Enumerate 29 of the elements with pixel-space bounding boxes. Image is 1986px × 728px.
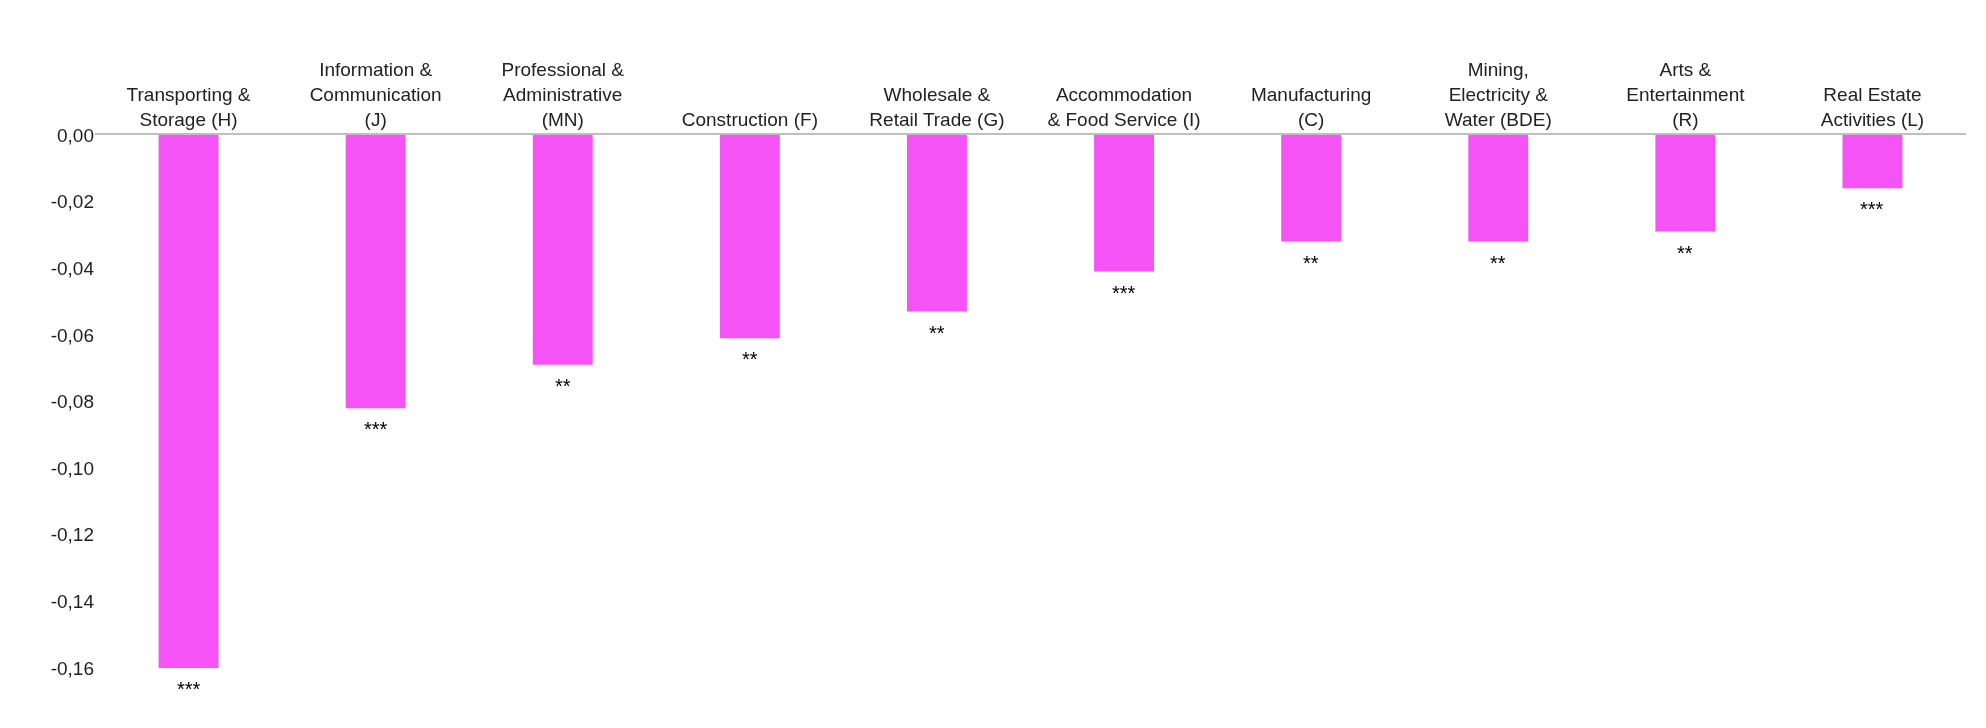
annotation: **	[1490, 252, 1506, 274]
y-tick-label: -0,12	[50, 524, 94, 546]
y-tick-label: -0,04	[50, 257, 95, 279]
y-tick-label: -0,06	[50, 324, 94, 346]
y-tick-label: -0,16	[50, 657, 94, 679]
annotation: **	[742, 348, 758, 370]
x-tick-label: Wholesale & Retail Trade (G)	[869, 83, 1005, 130]
y-tick-label: -0,14	[50, 591, 95, 613]
x-tick-label: Mining, Electricity & Water (BDE)	[1444, 59, 1552, 130]
y-tick-label: -0,10	[50, 457, 94, 479]
x-tick-label: Accommodation & Food Service (I)	[1047, 83, 1201, 130]
x-tick-label: Construction (F)	[681, 108, 818, 130]
annotation: **	[929, 322, 945, 344]
annotation: **	[555, 375, 571, 397]
x-tick-label: Information & Communication (J)	[309, 59, 442, 130]
x-tick-label: Real Estate Activities (L)	[1820, 83, 1925, 130]
annotation: ***	[364, 418, 388, 440]
y-tick-label: -0,08	[50, 391, 94, 413]
annotation: **	[1303, 252, 1319, 274]
annotation: ***	[1112, 282, 1136, 304]
y-tick-label: -0,02	[50, 191, 94, 213]
y-tick-label: 0,00	[57, 124, 94, 146]
annotation: ***	[177, 678, 201, 700]
x-tick-label: Transporting & Storage (H)	[126, 83, 251, 130]
x-tick-label: Arts & Entertainment (R)	[1626, 59, 1746, 130]
annotation: ***	[1860, 198, 1884, 220]
annotation: **	[1677, 242, 1693, 264]
x-tick-label: Manufacturing (C)	[1250, 83, 1372, 130]
x-tick-label: Professional & Administrative (MN)	[501, 59, 625, 130]
